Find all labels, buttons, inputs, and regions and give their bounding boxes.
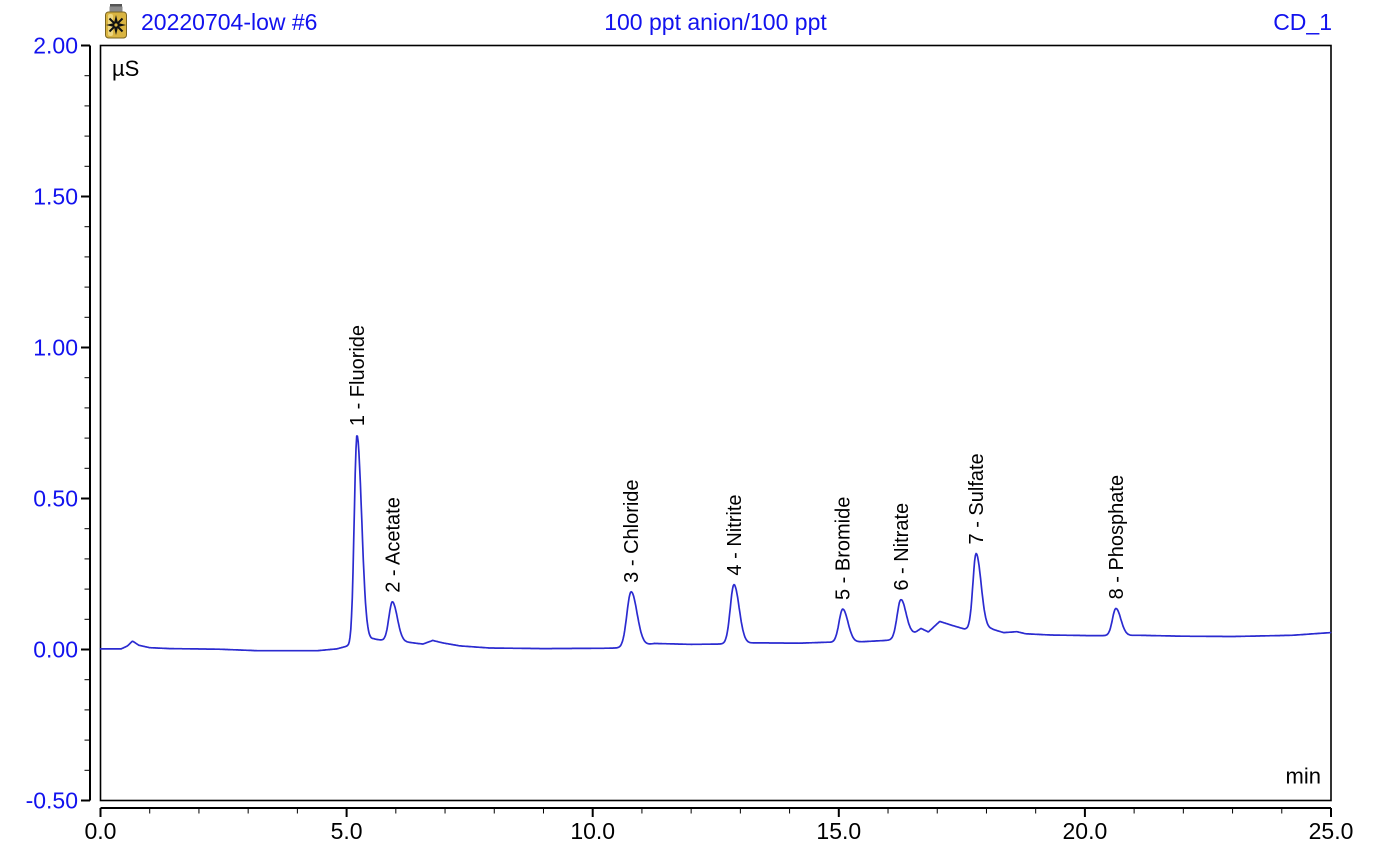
plot-frame	[99, 44, 1332, 802]
x-axis-unit: min	[1286, 764, 1321, 789]
peak-label-fluoride[interactable]: 1 - Fluoride	[347, 325, 369, 426]
peak-label-nitrate[interactable]: 6 - Nitrate	[891, 503, 913, 591]
x-tick-label: 20.0	[1063, 818, 1108, 844]
peak-label-sulfate[interactable]: 7 - Sulfate	[966, 453, 988, 544]
sample-name[interactable]: 20220704-low #6	[141, 9, 318, 35]
peak-label-phosphate[interactable]: 8 - Phosphate	[1106, 475, 1128, 600]
vial-icon	[105, 4, 127, 39]
peak-label-bromide[interactable]: 5 - Bromide	[833, 497, 855, 600]
channel-name[interactable]: CD_1	[1273, 9, 1332, 35]
injection-title: 100 ppt anion/100 ppt	[604, 9, 827, 35]
y-tick-label: 1.50	[33, 184, 78, 210]
peak-label-chloride[interactable]: 3 - Chloride	[621, 479, 643, 582]
y-tick-label: 2.00	[33, 33, 78, 59]
x-tick-label: 25.0	[1309, 818, 1354, 844]
peak-label-acetate[interactable]: 2 - Acetate	[382, 497, 404, 593]
y-tick-label: -0.50	[26, 788, 78, 814]
x-tick-label: 0.0	[85, 818, 117, 844]
y-tick-label: 0.50	[33, 486, 78, 512]
x-tick-label: 15.0	[816, 818, 861, 844]
y-tick-label: 0.00	[33, 637, 78, 663]
x-tick-label: 10.0	[570, 818, 615, 844]
y-axis-unit: µS	[112, 56, 139, 81]
y-tick-label: 1.00	[33, 335, 78, 361]
x-tick-label: 5.0	[331, 818, 363, 844]
peak-label-nitrite[interactable]: 4 - Nitrite	[724, 494, 746, 575]
chromatogram-trace[interactable]	[99, 435, 1332, 652]
